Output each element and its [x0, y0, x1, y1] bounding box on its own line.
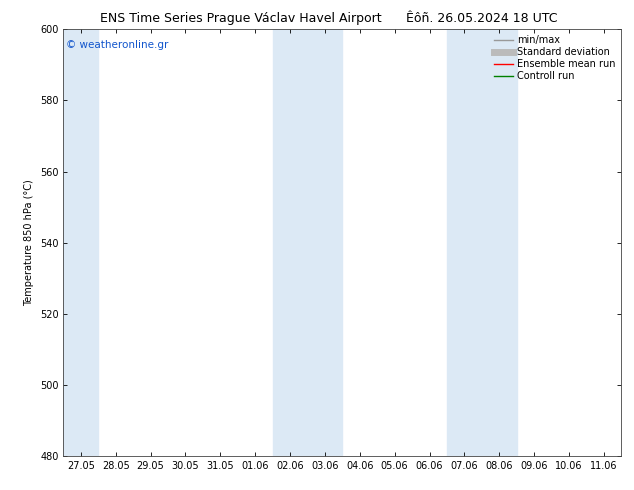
- Legend: min/max, Standard deviation, Ensemble mean run, Controll run: min/max, Standard deviation, Ensemble me…: [491, 32, 618, 84]
- Bar: [447, 29, 517, 456]
- Text: ENS Time Series Prague Václav Havel Airport: ENS Time Series Prague Václav Havel Airp…: [100, 12, 382, 25]
- Bar: [273, 29, 342, 456]
- Text: © weatheronline.gr: © weatheronline.gr: [66, 40, 169, 50]
- Y-axis label: Temperature 850 hPa (°C): Temperature 850 hPa (°C): [24, 179, 34, 306]
- Text: Êôñ. 26.05.2024 18 UTC: Êôñ. 26.05.2024 18 UTC: [406, 12, 557, 25]
- Bar: [63, 29, 98, 456]
